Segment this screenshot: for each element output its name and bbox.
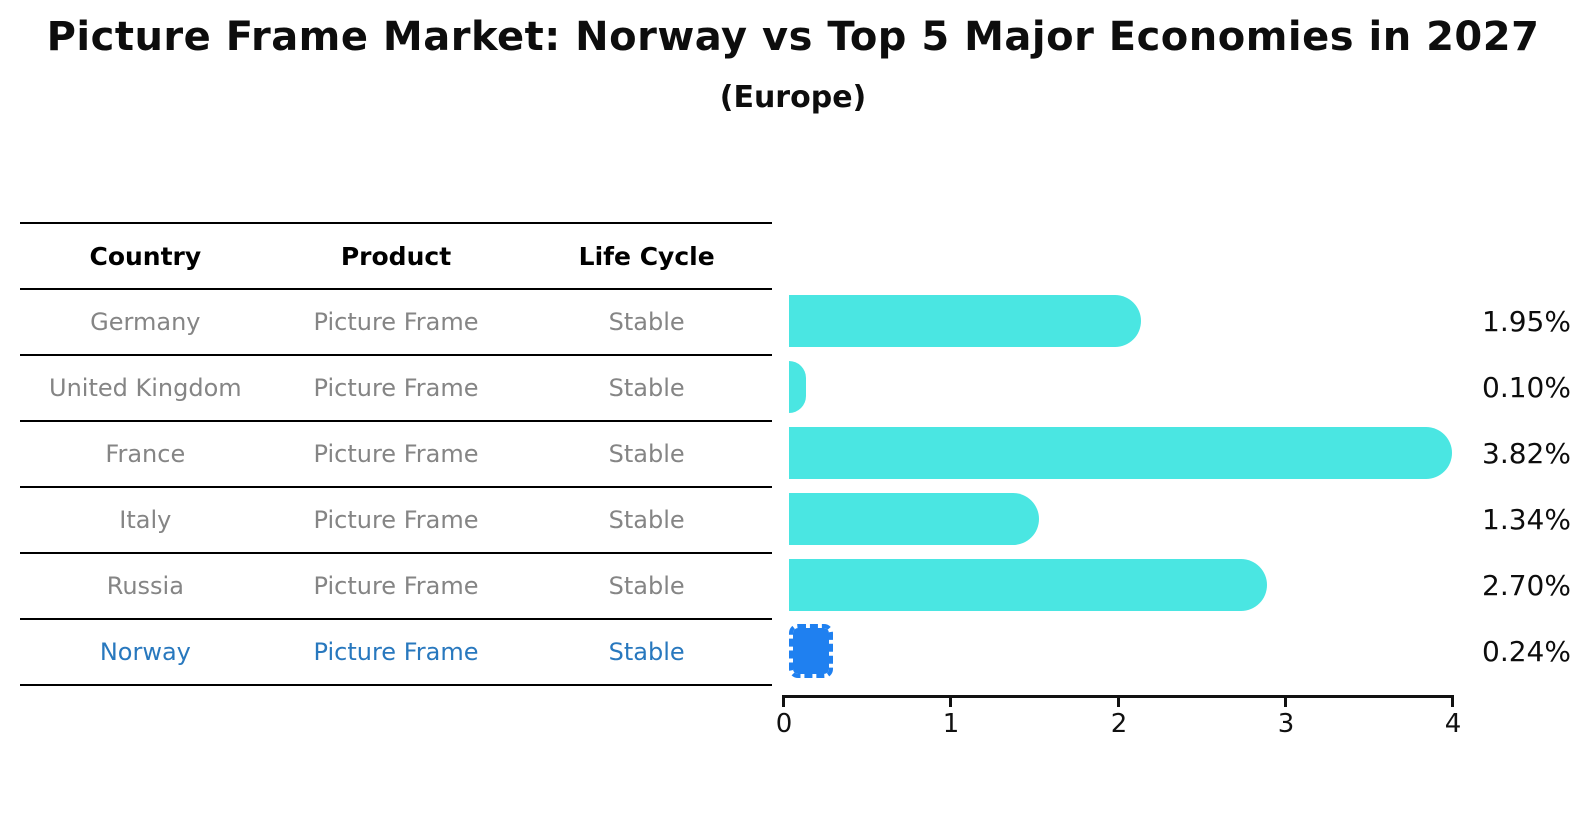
cell-country: Germany <box>90 308 201 336</box>
table-header-life-cycle: Life Cycle <box>578 241 715 271</box>
country-table: Country Product Life Cycle Germany Picture … <box>20 222 772 686</box>
bar-row-italy: 1.34% <box>783 486 1586 552</box>
bar-row-united-kingdom: 0.10% <box>783 354 1586 420</box>
cell-life-cycle: Stable <box>608 572 685 600</box>
cell-country: Italy <box>119 506 172 534</box>
value-label-germany: 1.95% <box>1482 304 1571 338</box>
cell-product: Picture Frame <box>313 440 479 468</box>
cell-life-cycle: Stable <box>608 638 685 666</box>
x-tick-label-2: 2 <box>1110 709 1128 739</box>
table-row-germany: Germany Picture Frame Stable <box>20 290 772 356</box>
bar-russia <box>789 559 1267 611</box>
table-row-italy: Italy Picture Frame Stable <box>20 488 772 554</box>
chart-subtitle: (Europe) <box>719 80 867 115</box>
value-label-france: 3.82% <box>1482 436 1571 470</box>
cell-product: Picture Frame <box>313 638 479 666</box>
bar-chart: 1.95% 0.10% 3.82% 1.34% 2.70% 0.24% <box>783 288 1586 684</box>
chart-title: Picture Frame Market: Norway vs Top 5 Ma… <box>46 14 1540 60</box>
table-body: Germany Picture Frame Stable United Kingdom… <box>20 290 772 686</box>
cell-product: Picture Frame <box>313 572 479 600</box>
cell-life-cycle: Stable <box>608 374 685 402</box>
x-tick-label-4: 4 <box>1444 709 1462 739</box>
cell-product: Picture Frame <box>313 506 479 534</box>
x-tick-label-1: 1 <box>942 709 960 739</box>
bar-row-norway: 0.24% <box>783 618 1586 684</box>
value-label-italy: 1.34% <box>1482 502 1571 536</box>
table-row-norway: Norway Picture Frame Stable <box>20 620 772 686</box>
cell-life-cycle: Stable <box>608 440 685 468</box>
bar-italy <box>789 493 1039 545</box>
value-label-norway: 0.24% <box>1482 634 1571 668</box>
table-header-product: Product <box>340 241 452 271</box>
bar-row-france: 3.82% <box>783 420 1586 486</box>
highlight-bar-norway <box>789 624 833 678</box>
cell-country: Russia <box>106 572 184 600</box>
table-row-united-kingdom: United Kingdom Picture Frame Stable <box>20 356 772 422</box>
bar-row-russia: 2.70% <box>783 552 1586 618</box>
x-tick-4 <box>1451 698 1454 707</box>
bar-united-kingdom <box>789 361 806 413</box>
cell-life-cycle: Stable <box>608 506 685 534</box>
x-tick-0 <box>782 698 785 707</box>
x-axis-spine <box>782 695 1454 698</box>
table-header-country: Country <box>89 241 202 271</box>
x-tick-2 <box>1117 698 1120 707</box>
table-row-russia: Russia Picture Frame Stable <box>20 554 772 620</box>
bar-row-germany: 1.95% <box>783 288 1586 354</box>
x-tick-1 <box>949 698 952 707</box>
cell-country: France <box>105 440 186 468</box>
cell-life-cycle: Stable <box>608 308 685 336</box>
value-label-united-kingdom: 0.10% <box>1482 370 1571 404</box>
x-tick-3 <box>1284 698 1287 707</box>
cell-country: United Kingdom <box>49 374 242 402</box>
x-axis: 0 1 2 3 4 <box>776 695 1461 745</box>
cell-product: Picture Frame <box>313 374 479 402</box>
table-row-france: France Picture Frame Stable <box>20 422 772 488</box>
cell-country: Norway <box>99 638 191 666</box>
x-tick-label-3: 3 <box>1277 709 1295 739</box>
table-header-row: Country Product Life Cycle <box>20 224 772 290</box>
x-tick-label-0: 0 <box>775 709 793 739</box>
bar-france <box>789 427 1452 479</box>
bar-germany <box>789 295 1141 347</box>
value-label-russia: 2.70% <box>1482 568 1571 602</box>
cell-product: Picture Frame <box>313 308 479 336</box>
